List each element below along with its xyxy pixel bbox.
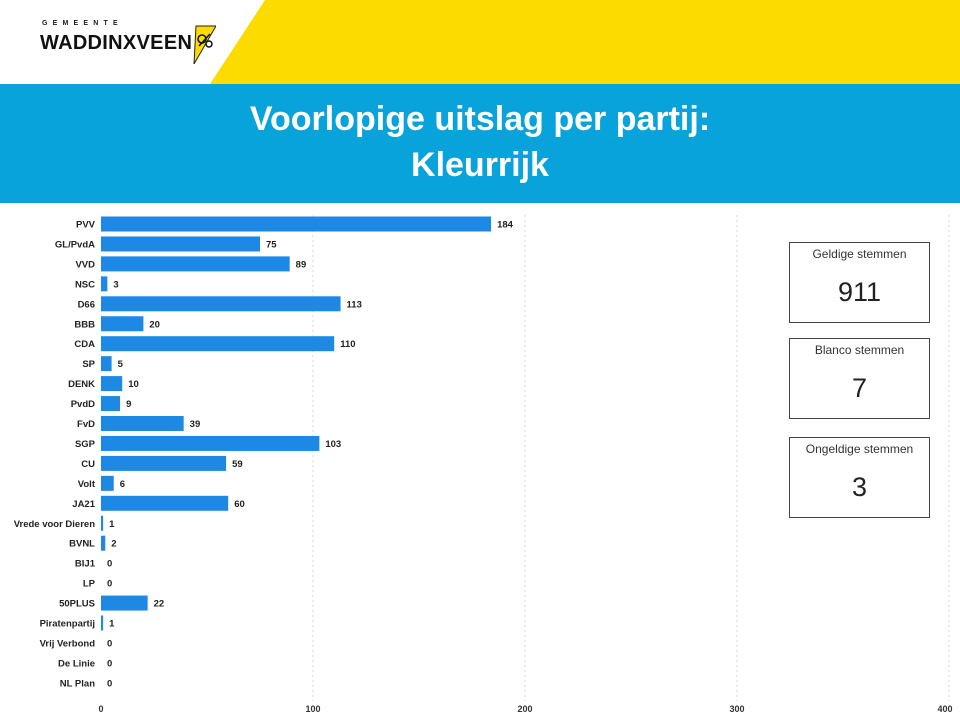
category-label-pvdd: PvdD [71, 399, 95, 410]
category-label-gl-pvda: GL/PvdA [55, 239, 95, 250]
logo-name: WADDINXVEEN [40, 32, 193, 54]
x-tick-label-0: 0 [98, 704, 103, 714]
kpi-value-blank-votes: 7 [851, 373, 868, 403]
data-label-sgp: 103 [325, 439, 341, 450]
category-label-piratenpartij: Piratenpartij [40, 619, 95, 630]
header: GEMEENTE WADDINXVEEN [0, 0, 960, 84]
data-label-denk: 10 [128, 379, 139, 390]
bar-fvd[interactable] [101, 416, 184, 431]
category-label-d66: D66 [78, 299, 95, 310]
bar-pvdd[interactable] [101, 396, 121, 412]
category-label-bbb: BBB [74, 319, 95, 330]
data-label-pvdd: 9 [126, 399, 131, 410]
category-label-vvd: VVD [75, 259, 95, 270]
data-label-sp: 5 [118, 359, 124, 370]
kpi-value-invalid-votes: 3 [851, 472, 868, 502]
bar-cu[interactable] [101, 455, 227, 471]
bar-vvd[interactable] [101, 256, 290, 272]
data-label-bvnl: 2 [111, 539, 116, 550]
municipality-logo[interactable]: GEMEENTE WADDINXVEEN [40, 20, 220, 70]
page-title: Voorlopige uitslag per partij: [249, 100, 711, 138]
bar-gl-pvda[interactable] [101, 236, 260, 252]
kpi-card-blank-votes: Blanco stemmen 7 [789, 338, 930, 419]
category-label-pvv: PVV [76, 220, 96, 231]
bar-bbb[interactable] [101, 316, 144, 332]
x-tick-label-100: 100 [305, 704, 320, 714]
data-label-pvv: 184 [497, 220, 514, 231]
data-label-de-linie: 0 [107, 658, 112, 669]
category-label-fvd: FvD [77, 419, 95, 430]
bar-50plus[interactable] [101, 595, 148, 611]
category-label-volt: Volt [78, 479, 96, 490]
data-label-nl-plan: 0 [107, 678, 112, 689]
bar-piratenpartij[interactable] [101, 615, 104, 631]
kpi-value-valid-votes: 911 [837, 277, 882, 307]
category-label-sp: SP [82, 359, 95, 370]
data-label-bbb: 20 [149, 319, 160, 330]
bar-ja21[interactable] [101, 495, 229, 511]
bar-nsc[interactable] [101, 276, 108, 292]
bar-vrede-voor-dieren[interactable] [101, 515, 104, 531]
title-banner: Voorlopige uitslag per partij: Kleurrijk [0, 84, 960, 203]
bar-denk[interactable] [101, 376, 123, 392]
data-label-vrij-verbond: 0 [107, 638, 112, 649]
x-tick-label-300: 300 [729, 704, 744, 714]
data-label-cda: 110 [340, 339, 355, 350]
header-yellow-band [210, 0, 960, 84]
data-label-50plus: 22 [154, 599, 165, 610]
category-label-nl-plan: NL Plan [60, 678, 95, 689]
municipal-coat-of-arms-icon [193, 25, 216, 64]
data-label-volt: 6 [120, 479, 125, 490]
bar-d66[interactable] [101, 296, 341, 312]
kpi-card-valid-votes: Geldige stemmen 911 [789, 242, 930, 323]
data-label-cu: 59 [232, 459, 243, 470]
x-tick-label-400: 400 [937, 704, 952, 714]
category-label-cu: CU [81, 459, 95, 470]
x-tick-label-200: 200 [517, 704, 532, 714]
category-label-sgp: SGP [75, 439, 96, 450]
category-label-nsc: NSC [75, 279, 95, 290]
category-label-vrij-verbond: Vrij Verbond [40, 638, 96, 649]
category-label-vrede-voor-dieren: Vrede voor Dieren [14, 519, 96, 530]
bar-volt[interactable] [101, 475, 114, 491]
kpi-label-blank-votes: Blanco stemmen [814, 343, 905, 357]
bar-sgp[interactable] [101, 435, 320, 451]
kpi-card-invalid-votes: Ongeldige stemmen 3 [789, 437, 930, 518]
data-label-lp: 0 [107, 579, 112, 590]
data-label-bij1: 0 [107, 559, 112, 570]
bar-sp[interactable] [101, 356, 112, 372]
data-label-ja21: 60 [234, 499, 245, 510]
logo-subtitle: GEMEENTE [42, 20, 123, 27]
category-label-bij1: BIJ1 [75, 559, 96, 570]
category-label-denk: DENK [68, 379, 95, 390]
data-label-nsc: 3 [113, 279, 118, 290]
data-label-vrede-voor-dieren: 1 [109, 519, 115, 530]
data-label-d66: 113 [347, 299, 362, 310]
category-label-cda: CDA [74, 339, 95, 350]
kpi-label-invalid-votes: Ongeldige stemmen [805, 442, 914, 456]
category-label-de-linie: De Linie [58, 658, 95, 669]
data-label-fvd: 39 [190, 419, 201, 430]
bar-pvv[interactable] [101, 216, 492, 232]
category-label-ja21: JA21 [72, 499, 95, 510]
data-label-vvd: 89 [296, 259, 307, 270]
bar-cda[interactable] [101, 336, 335, 352]
bar-bvnl[interactable] [101, 535, 106, 551]
kpi-label-valid-votes: Geldige stemmen [812, 247, 907, 261]
category-label-bvnl: BVNL [69, 539, 95, 550]
data-label-piratenpartij: 1 [109, 619, 115, 630]
category-label-lp: LP [83, 579, 96, 590]
page-subtitle: Kleurrijk [411, 146, 549, 184]
category-label-50plus: 50PLUS [59, 599, 95, 610]
data-label-gl-pvda: 75 [266, 239, 277, 250]
